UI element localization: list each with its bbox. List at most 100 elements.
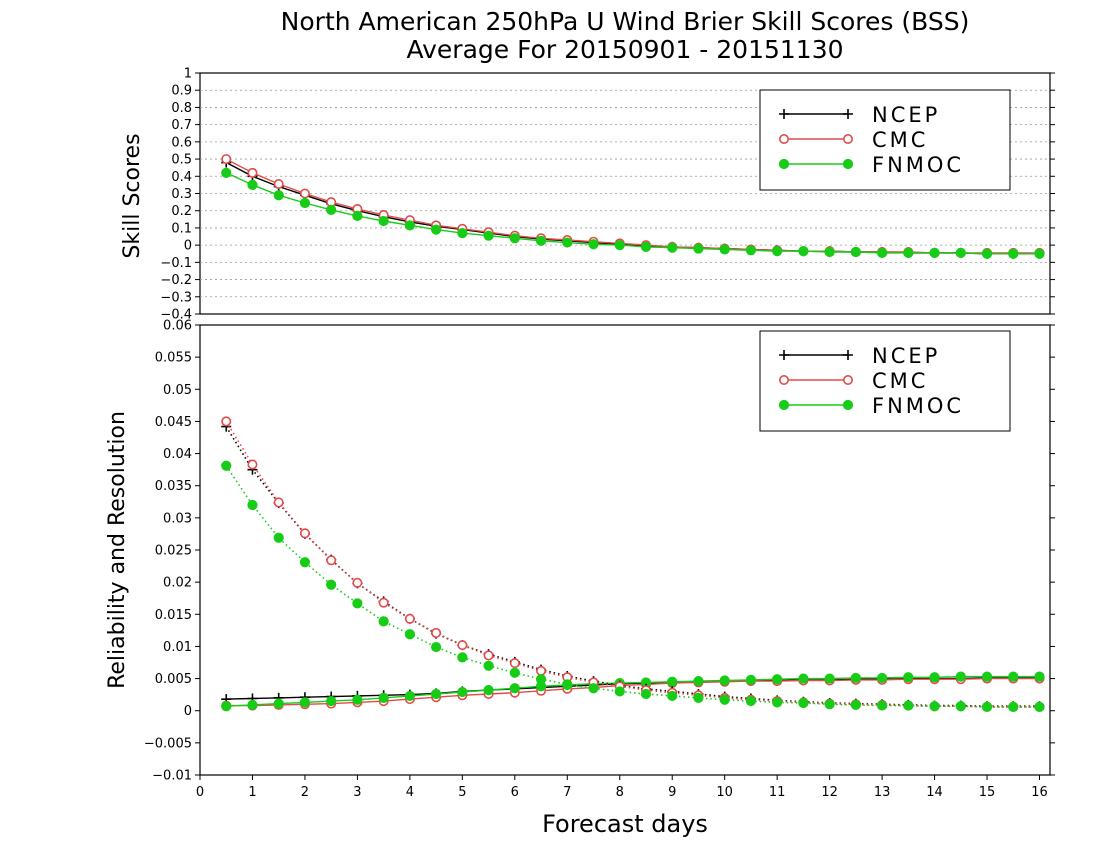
y-tick-label: 0.03 [163, 511, 192, 526]
x-tick-label: 13 [874, 785, 891, 800]
y-tick-label: −0.3 [160, 290, 192, 305]
x-tick-label: 14 [926, 785, 943, 800]
data-point [221, 167, 232, 178]
y-tick-label: 0.05 [163, 383, 192, 398]
x-tick-label: 11 [769, 785, 786, 800]
data-point [850, 246, 861, 258]
x-tick-label: 15 [979, 785, 996, 800]
y-tick-label: −0.1 [160, 256, 192, 271]
skill-scores-y-label: Skill Scores [120, 133, 145, 258]
data-point [876, 672, 888, 684]
data-point [562, 237, 573, 248]
series-cmc-reliability [221, 673, 1045, 711]
data-point [876, 247, 888, 258]
reliability-resolution-y-ticks: 0.06 0.055 0.05 0.045 0.04 0.035 0.03 0.025 0.02… [144, 319, 1055, 784]
data-point [667, 242, 678, 253]
legend-label-ncep: NCEP [872, 103, 940, 127]
data-point [431, 688, 442, 700]
data-point [299, 528, 310, 539]
series-line [225, 465, 1040, 708]
data-point [719, 244, 730, 255]
y-tick-label: 0.1 [171, 221, 192, 236]
data-point [299, 697, 311, 708]
data-point [850, 699, 861, 711]
data-point [955, 701, 966, 712]
y-tick-label: 0.005 [155, 672, 192, 687]
y-tick-label: 0.025 [155, 544, 192, 559]
y-tick-label: 1 [184, 67, 192, 82]
legend-marker [778, 134, 789, 145]
legend-marker [842, 399, 854, 411]
data-point [483, 650, 494, 661]
legend-marker [842, 134, 853, 145]
x-tick-label: 3 [353, 785, 361, 800]
y-tick-label: 0.02 [163, 576, 192, 591]
data-point [614, 686, 625, 697]
y-tick-label: 0.06 [163, 319, 192, 334]
data-point [903, 700, 914, 711]
data-point [509, 658, 520, 669]
data-point [719, 694, 730, 705]
y-tick-label: 0.4 [171, 170, 192, 185]
legend-box [759, 89, 1011, 191]
data-point [483, 660, 494, 671]
data-point [457, 640, 468, 651]
y-tick-label: 0.01 [163, 640, 192, 655]
data-point [1008, 701, 1019, 712]
y-tick-label: 0.8 [171, 101, 192, 116]
data-point [404, 613, 415, 624]
data-point [981, 248, 993, 259]
data-point [326, 204, 337, 215]
legend-marker [842, 158, 854, 170]
x-tick-label: 0 [196, 785, 204, 800]
data-point [772, 674, 783, 685]
data-point [1008, 248, 1019, 259]
data-point [745, 674, 757, 685]
reliability-resolution-panel: 0.06 0.055 0.05 0.045 0.04 0.035 0.03 0.025 0.02… [105, 319, 1055, 784]
data-point [693, 243, 704, 254]
chart-title-line-1: North American 250hPa U Wind Brier Skill… [281, 7, 970, 36]
data-point [247, 699, 258, 711]
data-point [378, 597, 389, 608]
reliability-resolution-series [221, 416, 1045, 712]
y-tick-label: 0.5 [171, 153, 192, 168]
data-point [588, 683, 599, 694]
data-point [929, 672, 940, 683]
x-tick-label: 4 [406, 785, 414, 800]
series-line [226, 675, 1040, 707]
data-point [378, 692, 389, 703]
legend-box [759, 330, 1011, 432]
x-tick-label: 10 [716, 785, 733, 800]
data-point [457, 227, 468, 239]
data-point [1008, 671, 1019, 682]
data-point [404, 220, 415, 231]
y-tick-label: 0.04 [163, 447, 192, 462]
y-tick-label: 0.045 [155, 415, 192, 430]
x-tick-label: 6 [511, 785, 519, 800]
series-line [225, 420, 1040, 708]
data-point [772, 697, 783, 708]
legend-marker [778, 399, 790, 411]
data-point [221, 460, 232, 471]
y-tick-label: 0 [184, 704, 192, 719]
data-point [824, 699, 835, 710]
legend-marker [778, 374, 789, 385]
data-point [457, 652, 468, 663]
y-tick-label: 0.7 [171, 118, 192, 133]
data-point [824, 246, 835, 258]
y-tick-label: 0.2 [171, 204, 192, 219]
legend-marker [842, 374, 853, 385]
legend-marker [843, 109, 853, 119]
legend-label-cmc: CMC [872, 369, 928, 393]
data-point [876, 700, 888, 711]
x-tick-label: 1 [248, 785, 256, 800]
series-ncep-resolution [221, 421, 1045, 712]
data-point [903, 672, 914, 683]
data-point [431, 627, 442, 638]
x-tick-label: 5 [458, 785, 466, 800]
data-point [640, 688, 652, 700]
data-point [929, 701, 940, 712]
data-point [273, 190, 284, 201]
data-point [772, 246, 783, 257]
